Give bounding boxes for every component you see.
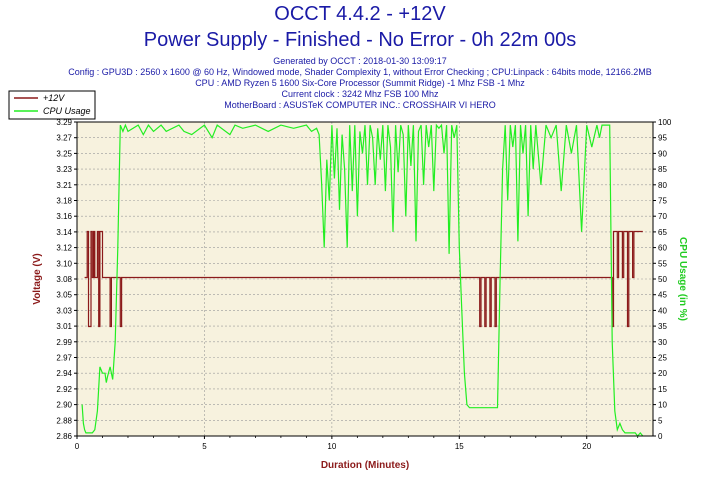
y2-tick-label: 95 xyxy=(658,134,667,143)
y2-tick-label: 25 xyxy=(658,354,667,363)
y2-tick-label: 100 xyxy=(658,118,672,127)
y-tick-label: 2.97 xyxy=(56,354,72,363)
legend-label-voltage: +12V xyxy=(43,93,65,103)
y-tick-label: 3.05 xyxy=(56,291,72,300)
y2-tick-label: 40 xyxy=(658,306,667,315)
x-tick-label: 15 xyxy=(455,442,464,451)
y-tick-label: 2.88 xyxy=(56,416,72,425)
y-tick-label: 3.21 xyxy=(56,181,72,190)
y-tick-label: 3.29 xyxy=(56,118,72,127)
y2-axis-label: CPU Usage (in %) xyxy=(677,237,688,321)
info-cpu: CPU : AMD Ryzen 5 1600 Six-Core Processo… xyxy=(195,78,525,88)
y-axis-ticks: 2.86 2.88 2.90 2.92 2.94 2.97 2.99 3.01 3.03 3.05… xyxy=(56,118,77,441)
y2-tick-label: 5 xyxy=(658,416,663,425)
y-tick-label: 2.94 xyxy=(56,369,72,378)
y2-tick-label: 70 xyxy=(658,212,667,221)
y2-tick-label: 90 xyxy=(658,149,667,158)
y-tick-label: 3.12 xyxy=(56,244,72,253)
y2-tick-label: 15 xyxy=(658,385,667,394)
x-tick-label: 10 xyxy=(327,442,336,451)
legend-box xyxy=(8,90,96,120)
series-layer xyxy=(81,123,644,437)
x-tick-label: 0 xyxy=(75,442,80,451)
y-tick-label: 3.14 xyxy=(56,228,72,237)
info-generated: Generated by OCCT : 2018-01-30 13:09:17 xyxy=(273,56,447,66)
y-tick-label: 3.10 xyxy=(56,259,72,268)
plot-frame xyxy=(76,121,654,437)
y-tick-label: 3.25 xyxy=(56,149,72,158)
chart-title: OCCT 4.4.2 - +12V xyxy=(274,3,446,25)
y-axis-label: Voltage (V) xyxy=(32,253,43,304)
y-tick-label: 3.18 xyxy=(56,197,72,206)
y2-tick-label: 10 xyxy=(658,401,667,410)
series-cpu-line xyxy=(81,123,644,437)
series-voltage-line xyxy=(84,230,643,328)
y-tick-label: 2.92 xyxy=(56,385,72,394)
chart-subtitle: Power Supply - Finished - No Error - 0h … xyxy=(143,29,577,51)
y-tick-label: 3.01 xyxy=(56,322,72,331)
y-tick-label: 2.86 xyxy=(56,432,72,441)
y2-tick-label: 30 xyxy=(658,338,667,347)
y-tick-label: 2.99 xyxy=(56,338,72,347)
info-clock: Current clock : 3242 Mhz FSB 100 Mhz xyxy=(281,89,439,99)
y-tick-label: 3.27 xyxy=(56,134,72,143)
x-tick-label: 5 xyxy=(202,442,207,451)
info-motherboard: MotherBoard : ASUSTeK COMPUTER INC.: CRO… xyxy=(224,100,496,110)
y2-tick-label: 0 xyxy=(658,432,663,441)
y2-tick-label: 55 xyxy=(658,259,667,268)
y2-tick-label: 50 xyxy=(658,275,667,284)
y2-tick-label: 80 xyxy=(658,181,667,190)
y2-tick-label: 45 xyxy=(658,291,667,300)
y2-axis-ticks: 0 5 10 15 20 25 30 35 40 45 50 55 60 65 70 75 80 85 90 95 10… xyxy=(653,118,672,441)
x-tick-label: 20 xyxy=(582,442,591,451)
y2-tick-label: 85 xyxy=(658,165,667,174)
y2-tick-label: 75 xyxy=(658,197,667,206)
info-config: Config : GPU3D : 2560 x 1600 @ 60 Hz, Wi… xyxy=(68,67,652,77)
y2-tick-label: 60 xyxy=(658,244,667,253)
y-tick-label: 3.16 xyxy=(56,212,72,221)
y2-tick-label: 65 xyxy=(658,228,667,237)
y-tick-label: 3.23 xyxy=(56,165,72,174)
y2-tick-label: 20 xyxy=(658,369,667,378)
y-tick-label: 3.03 xyxy=(56,306,72,315)
y-tick-label: 3.08 xyxy=(56,275,72,284)
legend: +12V CPU Usage xyxy=(8,90,96,120)
legend-label-cpu: CPU Usage xyxy=(43,106,91,116)
x-axis-label: Duration (Minutes) xyxy=(321,460,409,471)
x-axis-ticks: 0 5 10 15 20 xyxy=(75,436,639,451)
y-tick-label: 2.90 xyxy=(56,401,72,410)
y2-tick-label: 35 xyxy=(658,322,667,331)
